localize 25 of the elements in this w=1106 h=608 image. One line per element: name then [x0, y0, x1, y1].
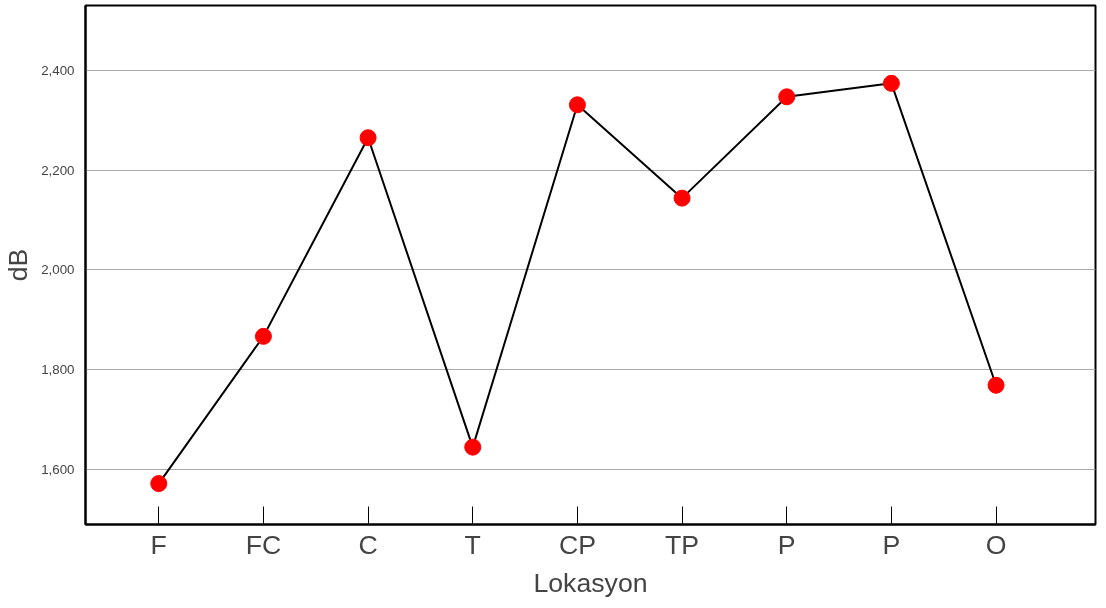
x-tick-label: O: [985, 529, 1007, 560]
y-axis-title: dB: [3, 248, 34, 282]
point: [150, 475, 168, 493]
y-tick-label: 2,400: [41, 62, 75, 78]
x-tick-label: P: [777, 529, 796, 560]
point: [778, 88, 796, 106]
point: [359, 129, 377, 147]
point: [464, 438, 482, 456]
x-tick-label: TP: [665, 529, 700, 560]
x-tick-label: FC: [245, 529, 282, 560]
x-axis-title: Lokasyon: [533, 567, 648, 598]
y-tick-label: 1,600: [41, 462, 75, 478]
point: [673, 189, 691, 207]
point: [568, 96, 586, 114]
y-tick-label: 1,800: [41, 362, 75, 378]
point: [254, 327, 272, 345]
x-tick-label: C: [358, 529, 378, 560]
x-tick-label: T: [464, 529, 481, 560]
x-tick-label: P: [882, 529, 901, 560]
x-tick-label: CP: [558, 529, 596, 560]
point: [987, 376, 1005, 394]
x-tick-label: F: [150, 529, 167, 560]
y-tick-label: 2,000: [41, 262, 75, 278]
y-tick-label: 2,200: [41, 162, 75, 178]
point: [882, 74, 900, 92]
